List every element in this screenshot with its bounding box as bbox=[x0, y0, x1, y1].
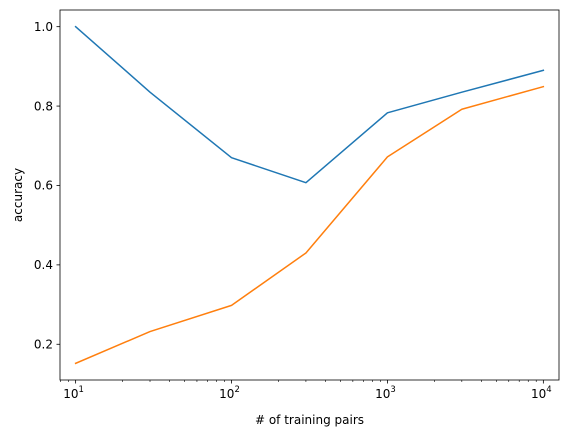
y-axis: 0.2 0.4 0.6 0.8 1.0 bbox=[34, 20, 60, 351]
x-axis: 101 102 103 104 bbox=[60, 380, 552, 401]
y-tick-label: 0.6 bbox=[34, 179, 53, 193]
series-line-2 bbox=[74, 85, 545, 365]
x-tick-label: 103 bbox=[375, 385, 396, 401]
series-layer bbox=[74, 25, 545, 365]
x-tick-label: 101 bbox=[63, 385, 84, 401]
y-tick-label: 0.4 bbox=[34, 258, 53, 272]
series-line-1 bbox=[74, 25, 545, 184]
x-axis-label: # of training pairs bbox=[255, 413, 364, 427]
plot-frame bbox=[59, 9, 560, 381]
y-axis-label: accuracy bbox=[11, 168, 25, 222]
y-tick-label: 1.0 bbox=[34, 20, 53, 34]
x-tick-label: 104 bbox=[531, 385, 552, 401]
x-tick-label: 102 bbox=[219, 385, 240, 401]
y-tick-label: 0.2 bbox=[34, 337, 53, 351]
y-tick-label: 0.8 bbox=[34, 99, 53, 113]
plot-area-background bbox=[60, 10, 559, 380]
